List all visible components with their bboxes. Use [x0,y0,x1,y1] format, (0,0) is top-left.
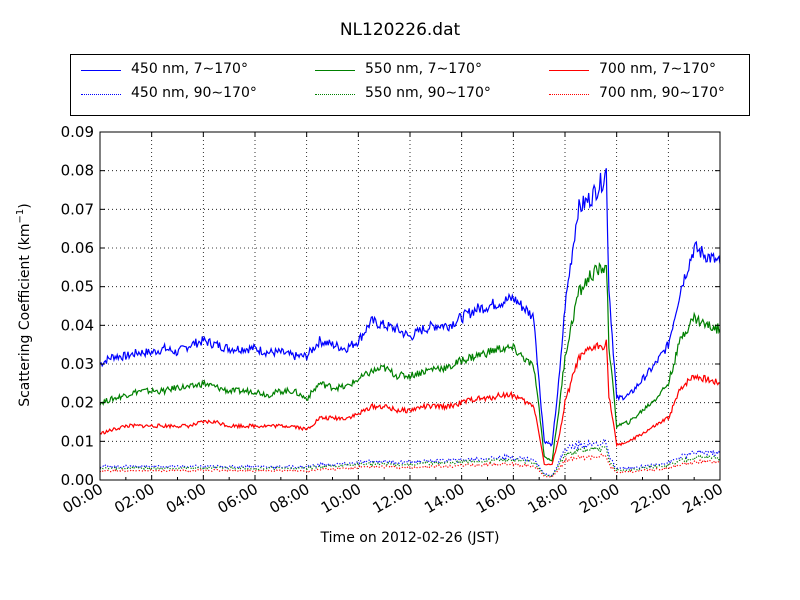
series-line [99,168,721,447]
legend-swatch [315,70,355,71]
series-line [99,444,721,478]
x-tick-label: 08:00 [266,480,312,517]
legend-label: 700 nm, 7∼170° [599,61,716,77]
legend-label: 450 nm, 90∼170° [131,85,257,101]
legend-swatch [315,94,355,95]
x-tick-label: 18:00 [525,480,571,517]
y-axis-label-text: Scattering Coefficient (km [16,223,33,407]
x-tick-label: 16:00 [473,480,519,517]
y-tick-label: 0.04 [61,316,94,334]
chart-title: NL120226.dat [339,20,461,40]
x-tick-label: 02:00 [111,480,157,517]
legend: 450 nm, 7∼170° 550 nm, 7∼170° 700 nm, 7∼17… [70,54,750,116]
x-tick-label: 06:00 [215,480,261,517]
series-line [99,339,721,466]
x-tick-label: 20:00 [576,480,622,517]
legend-label: 550 nm, 90∼170° [365,85,491,101]
x-tick-label: 12:00 [370,480,416,517]
series-line [99,453,720,478]
legend-label: 550 nm, 7∼170° [365,61,482,77]
y-tick-label: 0.02 [61,394,94,412]
series-line [99,438,721,477]
data-series [99,168,721,478]
y-tick-label: 0.05 [61,278,94,296]
x-axis-label: Time on 2012-02-26 (JST) [320,530,500,546]
y-axis-label: Scattering Coefficient (km−1) [15,203,33,407]
y-tick-label: 0.00 [61,471,94,489]
y-axis-label-exponent: −1 [15,208,27,224]
y-axis-label-close: ) [16,203,33,209]
legend-swatch [549,94,589,95]
x-tick-label: 22:00 [628,480,674,517]
y-tick-label: 0.01 [61,432,94,450]
legend-swatch [549,70,589,71]
x-tick-label: 10:00 [318,480,364,517]
y-tick-label: 0.03 [61,355,94,373]
y-tick-label: 0.07 [61,200,94,218]
legend-label: 700 nm, 90∼170° [599,85,725,101]
y-tick-label: 0.08 [61,162,94,180]
x-tick-label: 14:00 [421,480,467,517]
y-tick-label: 0.09 [61,123,94,141]
x-tick-label: 24:00 [680,480,726,517]
legend-label: 450 nm, 7∼170° [131,61,248,77]
axis-ticks: 00:00 02:00 04:00 06:00 08:00 10:00 12:00 14:00… [60,123,726,517]
x-tick-label: 04:00 [163,480,209,517]
y-tick-label: 0.06 [61,239,94,257]
legend-swatch [81,94,121,95]
series-line [99,262,721,462]
grid-lines [100,132,720,480]
legend-swatch [81,70,121,71]
